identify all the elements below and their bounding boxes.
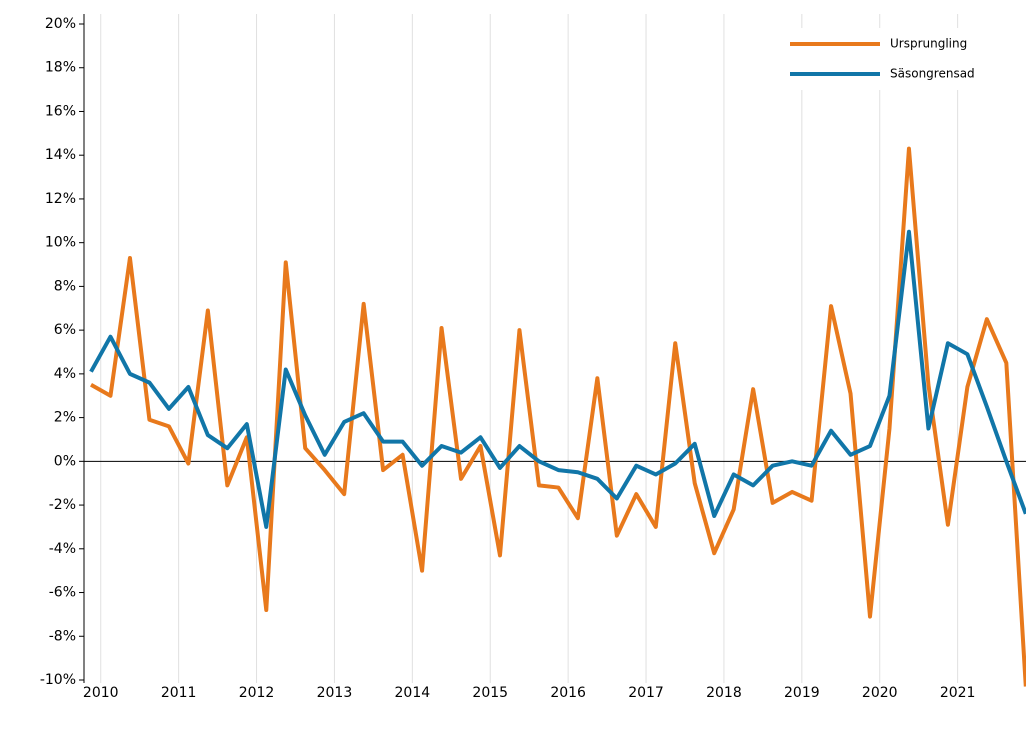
y-tick-label: 10% [45, 235, 76, 251]
y-tick-label: 4% [54, 366, 76, 382]
legend-box [786, 28, 1022, 90]
legend-label: Ursprungling [890, 37, 967, 51]
y-tick-label: 12% [45, 191, 76, 207]
legend-label: Säsongrensad [890, 67, 975, 81]
y-tick-label: -10% [40, 672, 76, 688]
x-tick-label: 2020 [862, 685, 898, 701]
series-line [89, 229, 1026, 529]
x-tick-label: 2010 [83, 685, 119, 701]
x-tick-label: 2021 [940, 685, 976, 701]
series-line [90, 146, 1026, 687]
y-tick-label: -8% [49, 628, 76, 644]
x-tick-label: 2011 [161, 685, 197, 701]
x-tick-label: 2014 [395, 685, 431, 701]
y-tick-label: 0% [54, 453, 76, 469]
x-tick-label: 2012 [239, 685, 275, 701]
x-tick-label: 2017 [628, 685, 664, 701]
y-tick-label: 6% [54, 322, 76, 338]
y-tick-label: 2% [54, 410, 76, 426]
y-tick-label: -2% [49, 497, 76, 513]
y-tick-label: 18% [45, 60, 76, 76]
x-tick-label: 2015 [472, 685, 508, 701]
legend: Ursprungling Säsongrensad [786, 28, 1022, 90]
y-tick-label: 8% [54, 278, 76, 294]
y-tick-label: 14% [45, 147, 76, 163]
x-tick-label: 2013 [317, 685, 353, 701]
y-tick-label: 16% [45, 103, 76, 119]
y-tick-label: -4% [49, 541, 76, 557]
x-tick-label: 2016 [550, 685, 586, 701]
x-tick-label: 2019 [784, 685, 820, 701]
y-tick-label: -6% [49, 585, 76, 601]
y-tick-label: 20% [45, 16, 76, 32]
x-tick-label: 2018 [706, 685, 742, 701]
